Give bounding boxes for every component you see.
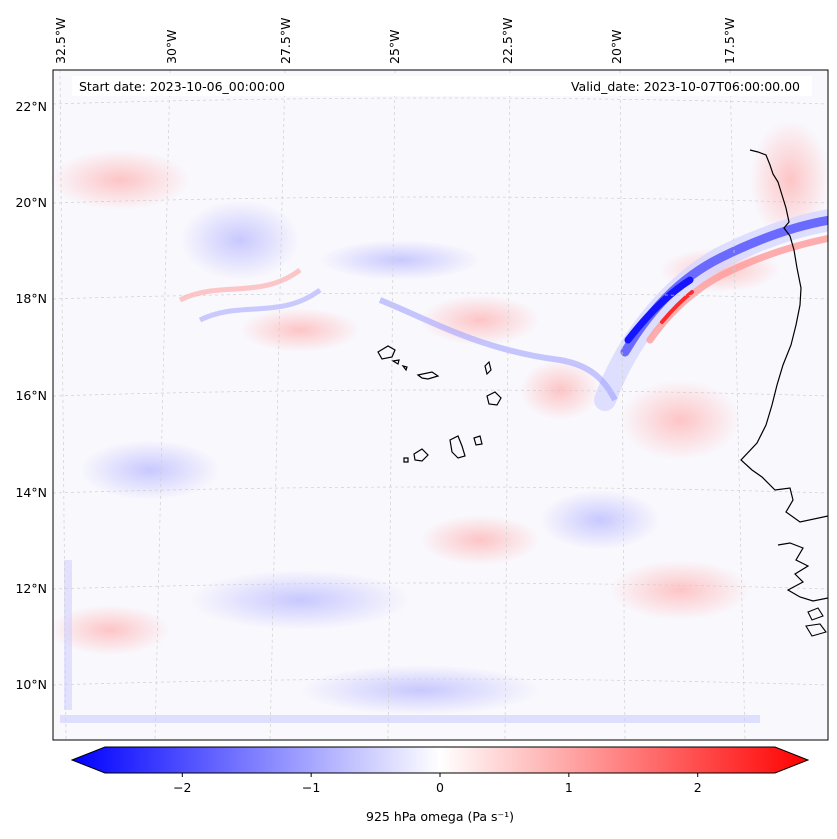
longitude-labels: 32.5°W 30°W 27.5°W 25°W 22.5°W 20°W 17.5…	[53, 18, 737, 64]
bissagos-island	[807, 607, 824, 621]
field-blob	[53, 150, 190, 210]
island-sao-vicente	[391, 359, 400, 365]
convergence-core	[624, 276, 694, 344]
africa-coastline	[740, 149, 828, 523]
colorbar-tick-label: 0	[436, 780, 444, 795]
wave-streak	[198, 287, 322, 323]
field-blob	[190, 570, 410, 630]
colorbar-label: 925 hPa omega (Pa s⁻¹)	[366, 809, 514, 824]
lon-label: 22.5°W	[500, 18, 515, 64]
island-boa-vista	[486, 391, 502, 406]
start-date-label: Start date: 2023-10-06_00:00:00	[79, 79, 285, 94]
cabo-verde-islands	[377, 345, 502, 463]
island-sal	[484, 360, 492, 376]
field-blob	[80, 440, 220, 500]
island-fogo	[413, 448, 429, 462]
bissagos-island	[805, 623, 827, 637]
colorbar-scale	[70, 746, 810, 774]
lon-label: 27.5°W	[278, 18, 293, 64]
western-band	[64, 560, 72, 710]
colorbar-ticks: −2 −1 0 1 2	[173, 773, 702, 795]
lon-label: 17.5°W	[722, 18, 737, 64]
lat-label: 16°N	[15, 388, 47, 403]
field-blob	[750, 120, 828, 240]
field-blob	[320, 240, 480, 280]
lat-label: 20°N	[15, 195, 47, 210]
field-blob	[520, 360, 600, 420]
wave-streak	[178, 267, 302, 303]
field-blob	[420, 295, 540, 345]
map-frame	[52, 69, 829, 741]
field-blob	[300, 665, 540, 715]
field-blob	[240, 308, 360, 352]
colorbar: −2 −1 0 1 2 925 hPa omega (Pa s⁻¹)	[70, 746, 810, 824]
map-panel: Start date: 2023-10-06_00:00:00 Valid_da…	[52, 69, 829, 741]
southern-band	[60, 715, 760, 723]
omega-field	[53, 70, 828, 740]
lon-label: 32.5°W	[53, 18, 68, 64]
field-blob	[620, 380, 740, 460]
wave-streak	[378, 297, 618, 402]
lat-label: 14°N	[15, 485, 47, 500]
field-blob	[180, 200, 300, 280]
field-blob	[610, 560, 750, 620]
lat-label: 18°N	[15, 291, 47, 306]
latitude-labels: 22°N 20°N 18°N 16°N 14°N 12°N 10°N	[15, 99, 47, 692]
island-sao-nicolau	[416, 371, 440, 380]
island-santo-antao	[377, 345, 396, 360]
island-maio	[473, 435, 483, 446]
lat-label: 12°N	[15, 581, 47, 596]
island-santiago	[449, 435, 466, 459]
field-blob	[540, 490, 660, 550]
lat-label: 10°N	[15, 677, 47, 692]
guinea-coastline	[777, 542, 828, 602]
subsidence-core	[660, 290, 694, 324]
lat-label: 22°N	[15, 99, 47, 114]
valid-date-label: Valid_date: 2023-10-07T06:00:00.00	[571, 79, 800, 94]
lon-label: 30°W	[164, 29, 179, 64]
field-blob	[420, 515, 540, 565]
graticule	[53, 70, 828, 740]
colorbar-tick-label: −2	[173, 780, 191, 795]
lon-label: 20°W	[609, 29, 624, 64]
colorbar-tick-label: −1	[302, 780, 320, 795]
field-blob	[53, 605, 170, 655]
island-santa-luzia	[401, 365, 408, 372]
header-strip	[72, 76, 812, 96]
lon-label: 25°W	[387, 29, 402, 64]
island-brava	[403, 457, 409, 463]
colorbar-tick-label: 2	[694, 780, 702, 795]
colorbar-tick-label: 1	[565, 780, 573, 795]
